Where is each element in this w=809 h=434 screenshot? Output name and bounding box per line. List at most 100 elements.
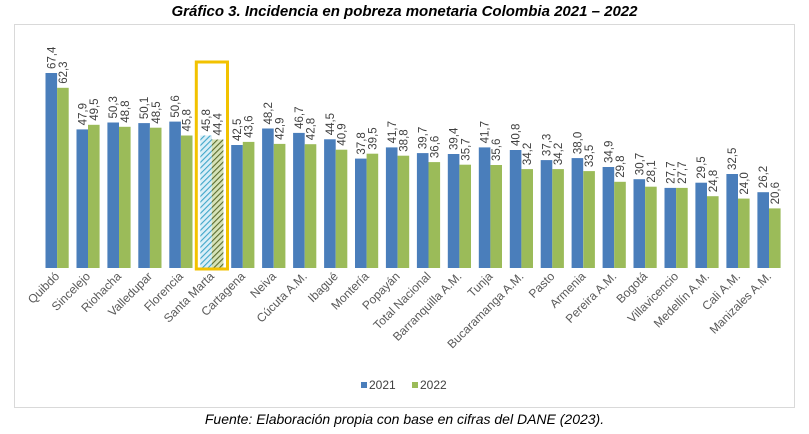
data-label-2021-cucuta-a-m: 46,7: [294, 107, 306, 129]
bar-2022-tunja: [490, 165, 502, 268]
data-label-2022-pereira-a-m: 29,8: [615, 155, 627, 177]
data-label-2022-armenia: 33,5: [584, 145, 596, 167]
bar-2021-valledupar: [138, 123, 150, 268]
chart-title: Gráfico 3. Incidencia en pobreza monetar…: [171, 3, 638, 20]
data-label-2022-pasto: 34,2: [553, 143, 565, 165]
data-label-2021-santa-marta: 45,8: [201, 109, 213, 131]
data-label-2021-bucaramanga-a-m: 40,8: [511, 124, 523, 146]
data-label-2022-ibague: 40,9: [337, 123, 349, 145]
bar-2021-bogota: [633, 179, 646, 268]
data-label-2021-neiva: 48,2: [263, 102, 275, 124]
data-label-2021-quibdo: 67,4: [46, 46, 58, 69]
data-label-2021-pasto: 37,3: [542, 134, 554, 156]
data-label-2021-cali-a-m: 32,5: [727, 148, 739, 170]
bar-2021-sincelejo: [76, 129, 89, 268]
bar-2021-medellin-a-m: [695, 182, 707, 268]
data-label-2021-pereira-a-m: 34,9: [603, 141, 615, 163]
chart-frame: [14, 24, 795, 408]
bar-2022-sincelejo: [88, 124, 100, 268]
chart-plot: 67,462,347,9 49,5 50,3 48,8 50,1 48,5 50,645,8…: [25, 46, 782, 392]
bar-2022-cartagena: [242, 141, 255, 268]
data-label-2021-sincelejo: 47,9: [77, 103, 89, 125]
chart-source: Fuente: Elaboración propia con base en c…: [204, 411, 605, 427]
bar-2021-neiva: [262, 128, 274, 268]
bar-2022-valledupar: [149, 127, 162, 268]
data-label-2022-bucaramanga-a-m: 34,2: [522, 143, 534, 165]
bar-2022-total-nacional: [428, 162, 441, 268]
bar-2022-popayan: [397, 155, 410, 268]
bar-2021-santa-marta: [200, 135, 212, 268]
legend-swatch-2022: [412, 382, 418, 388]
data-label-2021-cartagena: 42,5: [232, 119, 244, 141]
data-label-2022-total-nacional: 36,6: [429, 136, 441, 158]
bar-2021-barranquilla-a-m: [447, 154, 460, 268]
bar-2022-florencia: [180, 135, 193, 268]
bar-2021-total-nacional: [416, 153, 429, 268]
bar-2021-cartagena: [231, 145, 243, 268]
bar-2021-ibague: [324, 139, 336, 268]
bar-2021-pasto: [540, 160, 553, 268]
data-label-2022-tunja: 35,6: [491, 139, 503, 161]
data-label-2022-valledupar: 48,5: [151, 101, 163, 123]
bar-2021-pereira-a-m: [602, 167, 615, 268]
bar-2021-monteria: [355, 158, 367, 268]
data-label-2022-manizales-a-m: 20,6: [770, 182, 782, 204]
bar-2022-cali-a-m: [738, 198, 750, 268]
data-label-2022-villavicencio: 27,7: [677, 162, 689, 184]
bar-2022-bucaramanga-a-m: [521, 169, 533, 268]
bar-2021-quibdo: [45, 73, 58, 268]
data-label-2021-medellin-a-m: 29,5: [696, 156, 708, 178]
bar-2022-neiva: [273, 143, 286, 268]
data-label-2022-sincelejo: 49,5: [89, 98, 101, 120]
legend-label-2022: 2022: [420, 378, 447, 392]
data-label-2021-popayan: 41,7: [387, 121, 399, 143]
bar-2022-villavicencio: [676, 187, 688, 268]
bar-2022-manizales-a-m: [769, 208, 781, 268]
bar-2022-armenia: [583, 171, 595, 268]
data-label-2021-total-nacional: 39,7: [418, 127, 430, 149]
bar-2021-cali-a-m: [726, 174, 738, 268]
bar-2022-bogota: [645, 186, 657, 268]
data-label-2022-florencia: 45,8: [182, 109, 194, 131]
data-label-2021-florencia: 50,6: [170, 95, 182, 117]
data-label-2022-riohacha: 48,8: [120, 100, 132, 122]
bar-2021-armenia: [571, 158, 584, 268]
bar-2021-riohacha: [107, 122, 119, 268]
highlight-box: [194, 60, 230, 271]
data-label-2022-bogota: 28,1: [646, 160, 658, 182]
bar-2022-pasto: [552, 169, 564, 268]
data-label-2021-bogota: 30,7: [634, 153, 646, 175]
data-label-2021-ibague: 44,5: [325, 113, 337, 135]
bar-2021-florencia: [169, 121, 181, 268]
bar-2022-ibague: [335, 149, 348, 268]
data-label-2022-santa-marta: 44,4: [213, 113, 225, 136]
legend-label-2021: 2021: [369, 378, 396, 392]
data-label-2022-neiva: 42,9: [275, 118, 287, 140]
data-label-2021-armenia: 38,0: [572, 132, 584, 154]
data-label-2022-monteria: 39,5: [367, 127, 379, 149]
data-label-2021-monteria: 37,8: [356, 132, 368, 154]
data-label-2022-quibdo: 62,3: [58, 61, 70, 83]
data-label-2022-cartagena: 43,6: [244, 116, 256, 138]
bar-2021-manizales-a-m: [757, 192, 769, 268]
bar-2021-bucaramanga-a-m: [509, 150, 522, 268]
bar-2021-cucuta-a-m: [293, 132, 305, 268]
data-label-2022-barranquilla-a-m: 35,7: [460, 138, 472, 160]
data-label-2021-barranquilla-a-m: 39,4: [449, 127, 461, 150]
bar-2022-riohacha: [119, 126, 131, 268]
bar-2022-pereira-a-m: [614, 181, 626, 268]
legend-swatch-2021: [361, 382, 367, 388]
data-label-2021-riohacha: 50,3: [108, 96, 120, 118]
bar-2021-popayan: [385, 147, 398, 268]
bar-2022-medellin-a-m: [707, 196, 719, 268]
data-label-2021-manizales-a-m: 26,2: [758, 166, 770, 188]
data-label-2022-cali-a-m: 24,0: [739, 172, 751, 194]
bar-2022-monteria: [366, 153, 379, 268]
bar-2022-quibdo: [57, 87, 69, 268]
data-label-2022-cucuta-a-m: 42,8: [306, 118, 318, 140]
data-label-2021-tunja: 41,7: [480, 121, 492, 143]
data-label-2021-valledupar: 50,1: [139, 97, 151, 119]
bar-2022-barranquilla-a-m: [459, 164, 471, 268]
bar-2022-cucuta-a-m: [304, 144, 317, 268]
bar-2021-villavicencio: [664, 187, 677, 268]
